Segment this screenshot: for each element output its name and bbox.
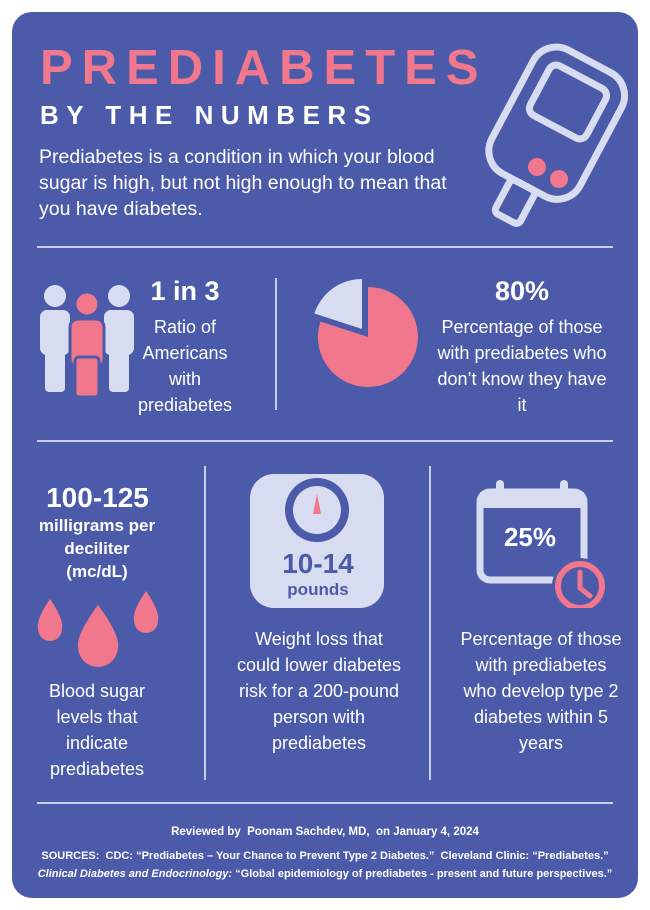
sources: SOURCES: CDC: “Prediabetes – Your Chance… [41,850,609,862]
stat-unit: milligrams per deciliter (mc/dL) [38,516,156,581]
stat-unit: pounds [287,580,349,599]
scale-icon [250,474,384,608]
stat-description: Blood sugar levels that indicate prediab… [48,681,146,779]
drops-icon [37,591,159,667]
divider [429,466,431,780]
intro: Prediabetes is a condition in which your… [39,146,447,220]
infographic-card: PREDIABETES BY THE NUMBERS Prediabetes i… [12,12,638,898]
divider [37,246,613,248]
divider [204,466,206,780]
calendar-icon [476,480,608,608]
sources: Clinical Diabetes and Endocrinology: “Gl… [12,868,638,880]
title: PREDIABETES [40,41,488,95]
stat-description: Ratio of Americans with prediabetes [137,317,233,415]
divider [275,278,277,410]
journal-name: Clinical Diabetes and Endocrinology: [37,868,233,880]
stat-description: Percentage of those with prediabetes who… [437,317,607,415]
glucose-meter-icon [485,43,629,227]
stat-figure: 80% [494,276,550,306]
subtitle: BY THE NUMBERS [40,100,379,130]
stat-figure: 100-125 [46,482,149,513]
people-icon [40,285,134,397]
stat-description: Weight loss that could lower diabetes ri… [236,629,402,753]
pie-icon [314,278,418,387]
divider [37,440,613,442]
divider [37,802,613,804]
stat-figure: 25% [503,522,557,552]
stat-figure: 1 in 3 [150,276,220,306]
stat-description: Percentage of those with prediabetes who… [460,629,622,753]
stat-figure: 10-14 [282,548,354,579]
review-note: Reviewed by Poonam Sachdev, MD, on Janua… [171,826,479,838]
sources-text: “Global epidemiology of prediabetes - pr… [232,868,613,880]
